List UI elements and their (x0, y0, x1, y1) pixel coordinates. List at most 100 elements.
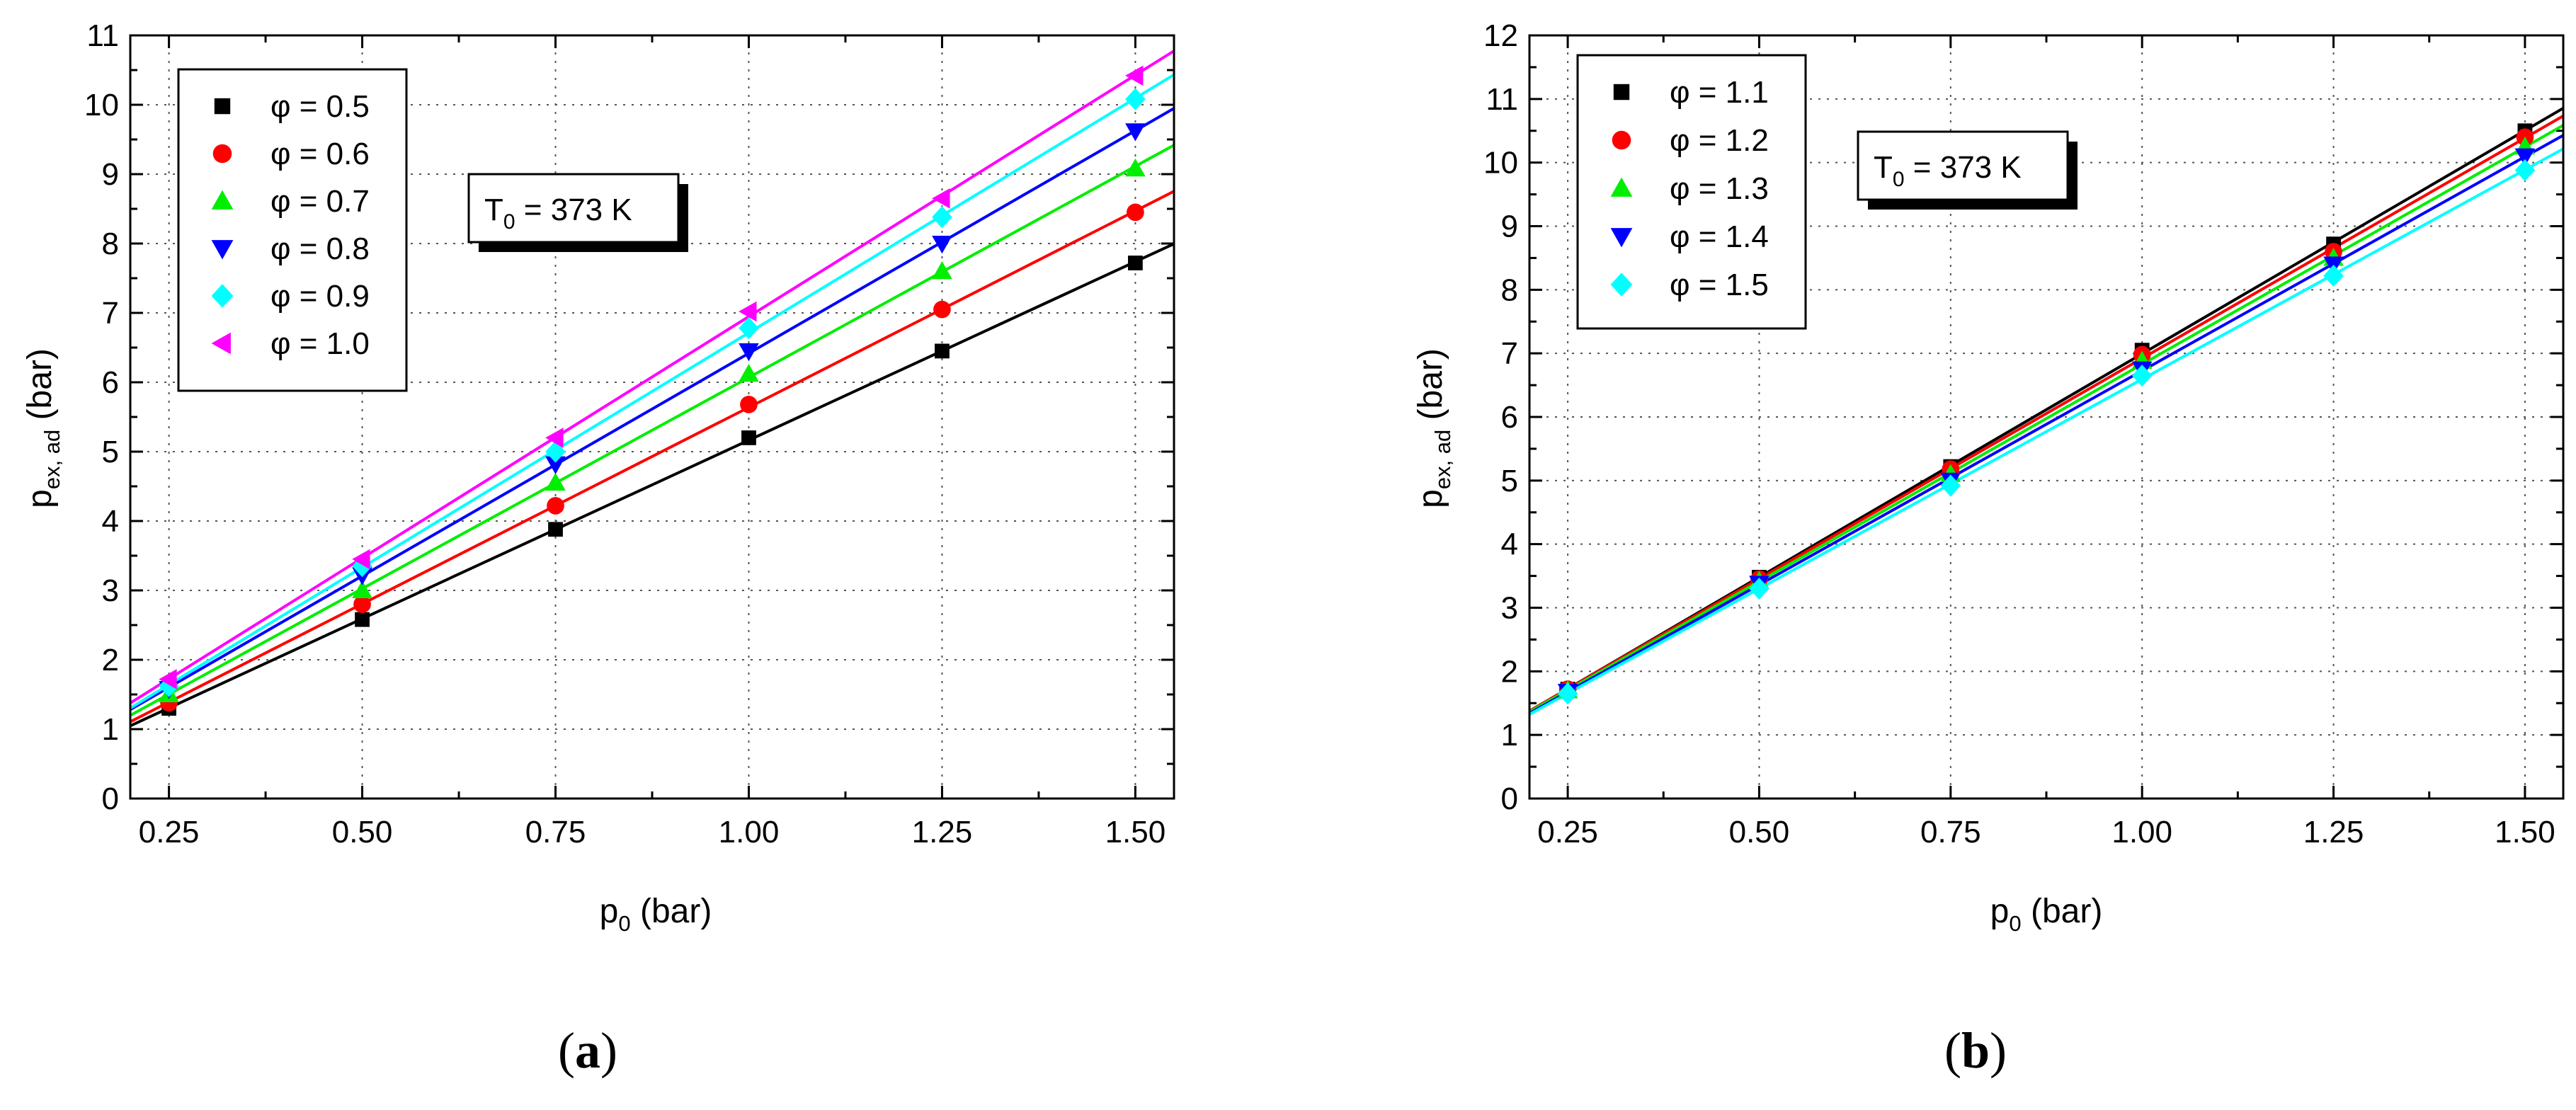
fit-line-a-1 (130, 190, 1175, 723)
legend-label: φ = 0.5 (270, 89, 370, 124)
y-tick-label: 10 (84, 88, 119, 122)
fit-line-a-2 (130, 144, 1175, 717)
legend-label: φ = 0.9 (270, 279, 370, 314)
legend-a: φ = 0.5 φ = 0.6 φ = 0.7 φ = 0.8 φ = 0.9 φ = 1… (177, 68, 408, 392)
data-point-a-2 (739, 363, 759, 382)
y-tick-label: 4 (1501, 527, 1518, 562)
data-point-b-4 (2323, 264, 2344, 287)
y-tick-label: 2 (1501, 654, 1518, 689)
data-point-b-4 (1749, 577, 1769, 600)
y-tick-label: 12 (1483, 18, 1518, 53)
data-point-a-5 (739, 301, 757, 322)
y-tick-label: 0 (1501, 782, 1518, 816)
data-point-a-1 (933, 300, 951, 319)
x-tick-label: 1.00 (719, 815, 780, 849)
data-point-a-5 (1125, 65, 1144, 86)
data-point-a-5 (159, 669, 177, 690)
y-tick-label: 4 (102, 504, 119, 539)
data-point-a-4 (739, 316, 759, 340)
data-point-b-4 (1557, 682, 1578, 705)
data-point-a-2 (1125, 158, 1146, 177)
legend-label: φ = 1.1 (1670, 75, 1769, 110)
fit-line-b-2 (1529, 124, 2564, 714)
legend-label: φ = 1.4 (1670, 219, 1769, 254)
legend-label: φ = 1.3 (1670, 171, 1769, 206)
data-point-a-5 (932, 188, 950, 209)
data-point-a-4 (932, 206, 952, 229)
data-point-a-1 (353, 595, 371, 613)
y-tick-label: 6 (1501, 400, 1518, 435)
legend-marker (211, 284, 234, 308)
legend-marker (211, 190, 234, 210)
fit-line-a-4 (129, 73, 1175, 709)
y-axis-label-b: pex, ad (bar) (1412, 348, 1455, 508)
y-tick-label: 9 (1501, 210, 1518, 244)
data-point-a-4 (352, 555, 372, 578)
annotation-a: T0 = 373 K (467, 173, 688, 252)
data-point-a-4 (1125, 88, 1146, 110)
x-tick-label: 1.00 (2111, 815, 2172, 849)
legend-marker (1613, 84, 1630, 101)
data-point-a-0 (741, 430, 756, 445)
legend-marker (211, 332, 231, 355)
y-tick-label: 10 (1483, 146, 1518, 181)
y-tick-label: 11 (1486, 82, 1518, 117)
y-axis-label-a: pex, ad (bar) (21, 348, 64, 508)
x-axis-label-b: p0 (bar) (1990, 893, 2103, 936)
plot-frame-a (129, 34, 1175, 800)
fit-line-a-5 (129, 50, 1175, 704)
data-point-a-0 (935, 343, 950, 359)
data-point-a-1 (740, 396, 758, 413)
fit-line-b-3 (1529, 134, 2564, 715)
x-tick-label: 0.75 (1920, 815, 1981, 849)
y-tick-label: 3 (1501, 591, 1518, 626)
legend-label: φ = 1.5 (1670, 268, 1769, 302)
x-tick-label: 1.50 (2495, 815, 2555, 849)
panel-label-a: (a) (558, 1022, 617, 1079)
legend-marker (1610, 177, 1633, 197)
svg-text:T0 = 373 K: T0 = 373 K (484, 193, 632, 234)
svg-text:T0 = 373 K: T0 = 373 K (1874, 150, 2022, 191)
data-point-b-4 (1940, 474, 1961, 497)
data-point-b-4 (2514, 159, 2536, 182)
data-point-a-5 (352, 549, 370, 570)
data-point-b-4 (2131, 365, 2153, 387)
y-tick-label: 11 (86, 18, 119, 53)
data-point-a-3 (1125, 123, 1146, 142)
legend-label: φ = 0.7 (270, 184, 370, 219)
data-point-a-2 (932, 261, 952, 280)
legend-label: φ = 0.6 (270, 137, 370, 171)
y-tick-label: 1 (1501, 718, 1518, 753)
data-point-a-5 (545, 428, 564, 448)
y-tick-label: 1 (102, 712, 119, 747)
legend-marker (211, 240, 234, 260)
x-tick-label: 1.50 (1105, 815, 1166, 849)
x-tick-label: 1.25 (2303, 815, 2364, 849)
legend-marker (212, 144, 232, 164)
data-point-a-1 (1127, 203, 1144, 222)
y-tick-label: 8 (102, 227, 119, 261)
data-point-a-3 (932, 235, 952, 254)
panel-label-b: (b) (1944, 1022, 2007, 1079)
data-point-a-2 (545, 472, 566, 491)
y-tick-label: 6 (102, 365, 119, 400)
chart-panel-b: 0.25 0.50 0.75 1.00 1.25 1.50 012345678910111… (1412, 18, 2565, 1079)
x-tick-label: 1.25 (912, 815, 973, 849)
data-point-a-2 (352, 580, 372, 599)
legend-b: φ = 1.1 φ = 1.2 φ = 1.3 φ = 1.4 φ = 1.5 (1576, 54, 1807, 330)
data-point-a-3 (739, 343, 759, 362)
x-tick-label: 0.25 (139, 815, 200, 849)
data-point-a-0 (548, 522, 563, 537)
y-tick-label: 2 (102, 643, 119, 677)
data-point-a-0 (355, 612, 370, 627)
data-point-a-3 (545, 456, 566, 474)
fit-line-b-1 (1529, 115, 2564, 713)
y-tick-label: 9 (102, 157, 119, 192)
data-point-b-3 (2514, 148, 2536, 166)
x-tick-label: 0.50 (332, 815, 393, 849)
annotation-b: T0 = 373 K (1857, 130, 2078, 210)
y-tick-label: 7 (1501, 336, 1518, 371)
y-tick-label: 0 (102, 782, 119, 816)
legend-label: φ = 1.0 (270, 326, 370, 361)
